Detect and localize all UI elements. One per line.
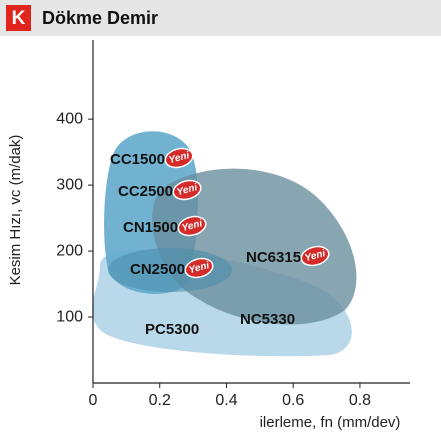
y-tick-label: 200 bbox=[56, 242, 83, 259]
region-label: CC2500 bbox=[118, 183, 173, 200]
header-band bbox=[0, 0, 441, 36]
new-badge-text: Yeni bbox=[304, 248, 327, 264]
y-tick-label: 300 bbox=[56, 176, 83, 193]
region-label: CN2500 bbox=[130, 261, 185, 278]
x-tick-label: 0.6 bbox=[282, 392, 304, 409]
badge-box bbox=[6, 5, 31, 31]
regions bbox=[92, 131, 357, 357]
y-tick-label: 400 bbox=[56, 110, 83, 127]
y-tick-label: 100 bbox=[56, 308, 83, 325]
x-tick-label: 0.4 bbox=[215, 392, 237, 409]
new-badge bbox=[177, 215, 207, 237]
region-label: CN1500 bbox=[123, 219, 178, 236]
new-badge-text: Yeni bbox=[176, 182, 199, 198]
chart-title: Dökme Demir bbox=[42, 8, 158, 28]
new-badge bbox=[300, 245, 330, 267]
new-badge bbox=[164, 147, 194, 169]
x-axis-label: ilerleme, fn (mm/dev) bbox=[260, 414, 401, 431]
new-badge bbox=[172, 179, 202, 201]
new-badge bbox=[184, 257, 214, 279]
new-badge-text: Yeni bbox=[188, 260, 211, 276]
new-badge-text: Yeni bbox=[168, 150, 191, 166]
region-label: PC5300 bbox=[145, 321, 199, 338]
x-tick-label: 0.2 bbox=[149, 392, 171, 409]
new-badge-text: Yeni bbox=[181, 218, 204, 234]
region-label: NC6315 bbox=[246, 249, 301, 266]
x-tick-label: 0 bbox=[89, 392, 98, 409]
badge: K bbox=[12, 8, 26, 29]
y-axis-label: Kesim Hızı, vc (m/dak) bbox=[7, 135, 24, 286]
x-tick-label: 0.8 bbox=[349, 392, 371, 409]
region-label: CC1500 bbox=[110, 151, 165, 168]
region-label: NC5330 bbox=[240, 311, 295, 328]
